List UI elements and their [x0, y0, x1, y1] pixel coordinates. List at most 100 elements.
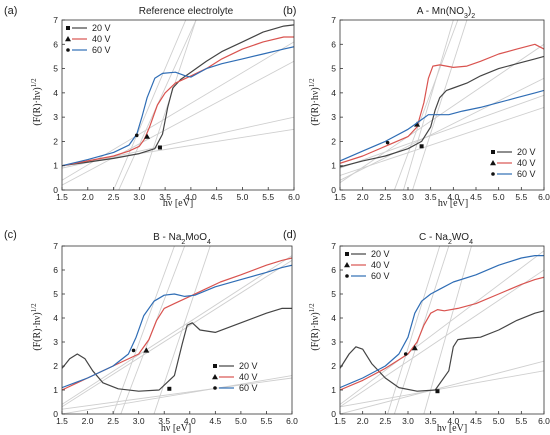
panel-b: (b) A - Mn(NO3)2 hν [eV] (F(R)·hν)1/2 1.…: [283, 5, 550, 209]
tangent-line-3: [403, 20, 454, 190]
panel-b-ylabel: (F(R)·hν)1/2: [308, 78, 321, 126]
plot-area: [340, 20, 544, 190]
x-tick-label: 4.0: [447, 416, 459, 426]
tangent-point-marker: [414, 121, 421, 127]
x-tick-label: 4.5: [211, 192, 223, 202]
y-tick-label: 7: [331, 241, 336, 251]
tangent-line-2: [62, 128, 294, 167]
series-line-60v: [340, 89, 544, 162]
tangent-line-4: [112, 246, 175, 414]
plot-area: [62, 246, 292, 414]
x-tick-label: 1.5: [334, 416, 346, 426]
panel-letter-d: (d): [283, 229, 296, 241]
y-tick-label: 4: [53, 88, 58, 98]
tangent-line-1: [62, 375, 292, 414]
tangent-line-6: [340, 43, 544, 184]
y-tick-label: 2: [53, 136, 58, 146]
plot-area: [340, 246, 544, 414]
series-line-20v: [340, 55, 544, 168]
y-tick-label: 1: [331, 161, 336, 171]
panel-b-title: A - Mn(NO3)2: [417, 6, 475, 20]
tangent-line-7: [62, 41, 294, 181]
x-tick-label: 3.5: [425, 416, 437, 426]
series-line-20v: [62, 24, 294, 167]
series-line-20v: [62, 307, 292, 392]
y-tick-label: 3: [53, 112, 58, 122]
x-tick-label: 4.0: [447, 192, 459, 202]
tangent-line-4: [113, 20, 187, 190]
legend-label: 40 V: [371, 260, 390, 270]
tangent-line-5: [138, 20, 197, 190]
x-tick-label: 3.0: [402, 192, 414, 202]
y-tick-label: 7: [331, 15, 336, 25]
tangent-line-1: [340, 94, 544, 169]
series-line-60v: [340, 255, 544, 389]
legend-label: 20 V: [371, 249, 390, 259]
legend-label: 20 V: [517, 147, 536, 157]
tangent-point-marker: [157, 145, 162, 150]
tangent-line-4: [387, 246, 441, 414]
legend-marker: [212, 374, 218, 380]
legend-marker: [344, 262, 350, 268]
tangent-point-marker: [403, 352, 408, 356]
y-tick-label: 7: [53, 241, 58, 251]
legend-marker: [490, 160, 496, 166]
y-tick-label: 3: [331, 112, 336, 122]
x-tick-label: 2.0: [357, 192, 369, 202]
tangent-line-5: [393, 20, 459, 190]
plot-area: [62, 20, 294, 190]
legend-marker: [66, 26, 70, 30]
panel-c-title: B - Na2MoO4: [153, 232, 211, 246]
tangent-line-7: [340, 250, 544, 405]
plot-frame: [339, 19, 545, 191]
x-tick-label: 5.5: [515, 416, 527, 426]
panel-d-title: C - Na2WO4: [419, 232, 473, 246]
legend: 20 V40 V60 V: [344, 249, 390, 281]
panel-letter-b: (b): [283, 5, 296, 17]
legend-label: 20 V: [239, 361, 258, 371]
panel-d-ylabel: (F(R)·hν)1/2: [308, 303, 321, 351]
panel-a-title: Reference electrolyte: [139, 6, 234, 17]
x-tick-label: 6.0: [538, 192, 550, 202]
y-tick-label: 1: [53, 385, 58, 395]
legend: 20 V40 V60 V: [65, 23, 111, 55]
tangent-point-marker: [131, 348, 136, 353]
series-line-20v: [340, 310, 544, 392]
x-tick-label: 2.5: [379, 192, 391, 202]
series-line-60v: [62, 46, 294, 167]
y-tick-label: 2: [53, 361, 58, 371]
panel-d-xlabel: hν [eV]: [437, 423, 467, 434]
tangent-line-6: [62, 60, 294, 186]
tangent-point-marker: [385, 140, 390, 145]
series-line-40v: [62, 36, 294, 167]
x-tick-label: 5.0: [493, 192, 505, 202]
x-tick-label: 5.5: [261, 416, 273, 426]
y-tick-label: 0: [331, 185, 336, 195]
plot-frame: [61, 245, 293, 415]
x-tick-label: 6.0: [288, 192, 300, 202]
x-tick-label: 6.0: [538, 416, 550, 426]
tangent-line-6: [340, 269, 544, 408]
series-line-40v: [340, 276, 544, 391]
y-tick-label: 4: [331, 88, 336, 98]
y-tick-label: 4: [53, 313, 58, 323]
panel-a: (a) Reference electrolyte hν [eV] (F(R)·…: [4, 5, 300, 209]
legend-label: 60 V: [371, 271, 390, 281]
tangent-line-4: [412, 20, 468, 190]
x-tick-label: 5.5: [262, 192, 274, 202]
y-tick-label: 5: [53, 289, 58, 299]
legend-marker: [66, 48, 70, 52]
x-tick-label: 5.0: [237, 192, 249, 202]
legend-label: 60 V: [239, 383, 258, 393]
tangent-line-2: [340, 370, 544, 408]
tangent-point-marker: [435, 389, 440, 394]
panel-letter-c: (c): [4, 229, 17, 241]
y-tick-label: 0: [53, 409, 58, 419]
y-tick-label: 5: [331, 64, 336, 74]
legend-label: 40 V: [239, 372, 258, 382]
x-tick-label: 2.5: [379, 416, 391, 426]
panel-a-ylabel: (F(R)·hν)1/2: [30, 78, 43, 126]
x-tick-label: 4.0: [184, 416, 196, 426]
series-line-40v: [340, 43, 544, 164]
tangent-point-marker: [167, 386, 172, 391]
